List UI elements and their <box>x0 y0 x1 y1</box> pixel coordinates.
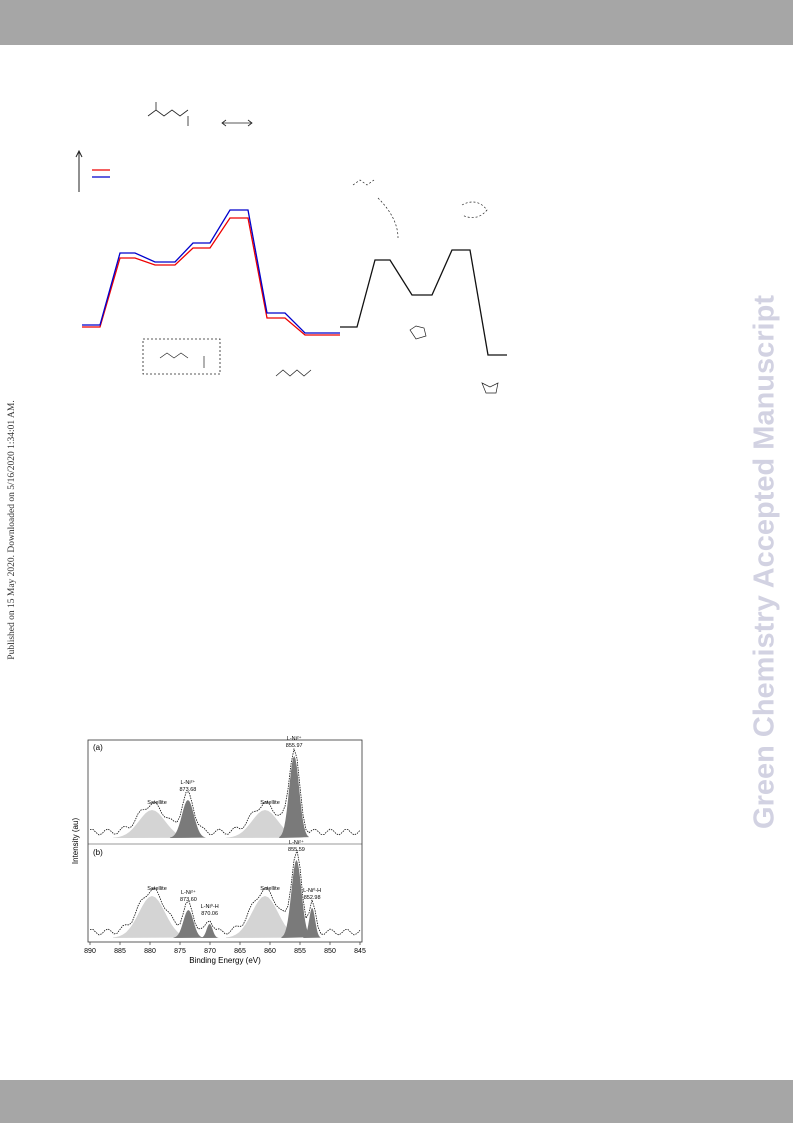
x-tick-label: 885 <box>114 948 126 955</box>
satellite-peak <box>113 896 191 938</box>
boxed-reactant <box>142 338 221 375</box>
peak-name: L-Ni⁰-H <box>303 887 321 894</box>
satellite-label: Satellite <box>260 886 280 892</box>
plot-frame <box>87 739 363 943</box>
x-tick-label: 860 <box>264 948 276 955</box>
molecule <box>275 369 312 377</box>
header-bar <box>0 0 793 45</box>
xps-figure: Binding Energy (eV) Intensity (au) 890 88… <box>71 735 366 965</box>
peak <box>169 800 206 838</box>
spectrum-trace <box>89 849 361 936</box>
energy-axis <box>75 149 83 192</box>
satellite-label: Satellite <box>147 800 167 806</box>
satellite-peak <box>226 896 304 938</box>
equilibrium-arrow <box>221 119 253 127</box>
molecule <box>159 352 205 368</box>
satellite-label: Satellite <box>147 886 167 892</box>
peak-position: 855.59 <box>288 847 305 853</box>
x-tick-label: 880 <box>144 948 156 955</box>
transition-state <box>352 179 488 239</box>
peak-position: 873.68 <box>180 787 197 793</box>
energy-diagram <box>75 102 507 394</box>
peak <box>200 924 219 938</box>
profile-black <box>340 249 507 356</box>
peak-position: 855.97 <box>286 743 303 749</box>
x-axis-label: Binding Energy (eV) <box>189 956 261 965</box>
x-tick-label: 875 <box>174 948 186 955</box>
peak-position: 870.06 <box>201 911 218 917</box>
peak-position: 873.60 <box>180 897 197 903</box>
peak-name: L-Ni⁰-H <box>201 903 219 910</box>
y-axis-label: Intensity (au) <box>71 818 80 865</box>
peak <box>173 910 204 938</box>
x-tick-label: 845 <box>354 948 366 955</box>
peak-name: L-Ni²⁺ <box>287 735 302 742</box>
peak-position: 852.98 <box>304 895 321 901</box>
x-tick-label: 865 <box>234 948 246 955</box>
peak <box>281 860 312 938</box>
panel-label: (a) <box>93 743 103 752</box>
footer-bar <box>0 1080 793 1123</box>
molecule <box>409 325 499 394</box>
satellite-label: Satellite <box>260 800 280 806</box>
peak <box>303 908 322 938</box>
peak-name: L-Ni²⁺ <box>181 889 196 896</box>
x-tick-label: 890 <box>84 948 96 955</box>
x-tick-label: 850 <box>324 948 336 955</box>
panel-label: (b) <box>93 848 103 857</box>
satellite-peak <box>113 810 191 838</box>
profile-red <box>82 217 340 336</box>
molecule <box>147 102 189 126</box>
peak-name: L-Ni²⁺ <box>181 779 196 786</box>
spectrum-trace <box>89 748 361 836</box>
peak <box>279 756 310 838</box>
profile-blue <box>82 209 340 334</box>
x-tick-label: 870 <box>204 948 216 955</box>
peak-name: L-Ni²⁺ <box>289 839 304 846</box>
x-tick-label: 855 <box>294 948 306 955</box>
